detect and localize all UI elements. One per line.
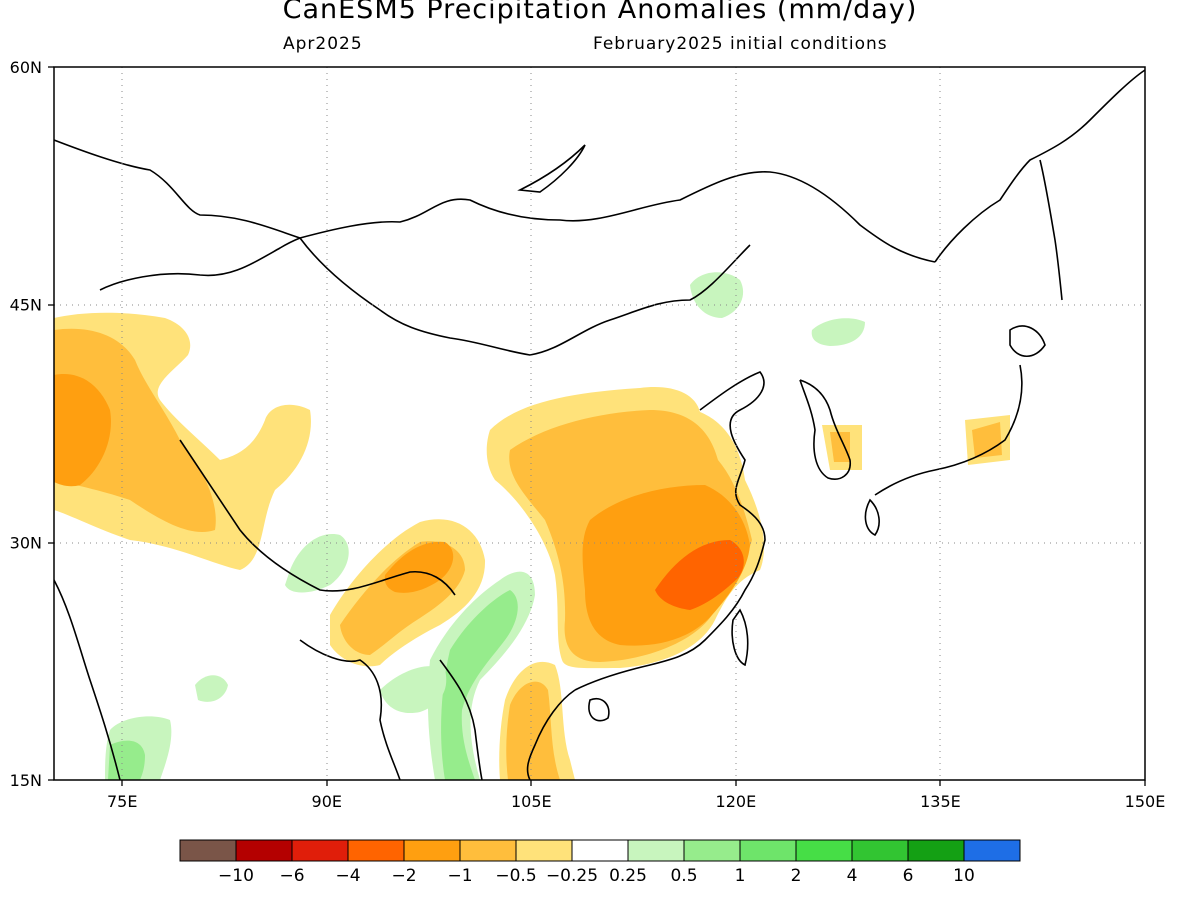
initial-conditions: February2025 initial conditions <box>593 34 888 54</box>
lon-tick-label: 75E <box>107 792 137 811</box>
northern-border <box>54 139 936 263</box>
map-grid <box>54 67 1145 780</box>
colorbar-label: −0.25 <box>546 866 598 886</box>
wet-region-india-central <box>195 675 228 702</box>
dry-region-west-core <box>54 374 111 487</box>
longitude-labels: 75E 90E 105E 120E 135E 150E <box>107 792 1165 811</box>
myanmar-thai-border <box>439 659 483 780</box>
colorbar-swatch <box>795 839 853 862</box>
china-coast <box>574 371 766 691</box>
colorbar-swatch <box>403 839 461 862</box>
lon-tick-label: 120E <box>716 792 757 811</box>
colorbar-swatch <box>459 839 517 862</box>
taiwan <box>731 608 749 667</box>
russia-pacific-coast <box>934 69 1145 263</box>
colorbar-label: 6 <box>903 866 914 886</box>
map-title: CanESM5 Precipitation Anomalies (mm/day) <box>282 0 918 25</box>
dry-region-korea-core <box>830 432 850 462</box>
colorbar-label: 2 <box>791 866 802 886</box>
colorbar-swatch <box>179 839 237 862</box>
bangladesh-coast <box>299 639 401 780</box>
colorbar-swatch <box>683 839 741 862</box>
colorbar-label: 4 <box>847 866 858 886</box>
sakhalin <box>1039 159 1063 301</box>
lon-tick-label: 135E <box>920 792 961 811</box>
lat-tick-label: 45N <box>10 296 42 315</box>
dry-region-west-mid <box>54 328 216 532</box>
lat-tick-label: 15N <box>10 771 42 790</box>
colorbar-swatch <box>739 839 797 862</box>
colorbar-labels: −10 −6 −4 −2 −1 −0.5 −0.25 0.25 0.5 1 2 4 6 10 <box>218 866 975 886</box>
colorbar-label: 10 <box>953 866 975 886</box>
lat-tick-label: 30N <box>10 533 42 552</box>
himalaya-border <box>179 439 456 596</box>
colorbar-swatch <box>235 839 293 862</box>
colorbar-swatch <box>291 839 349 862</box>
colorbar-label: −0.5 <box>495 866 536 886</box>
colorbar-label: 0.25 <box>609 866 647 886</box>
dry-region-indochina-mid <box>506 681 560 780</box>
dry-region-china-high <box>582 485 750 646</box>
wet-region-manchuria <box>690 272 744 318</box>
lat-tick-label: 60N <box>10 58 42 77</box>
colorbar <box>179 839 1021 862</box>
colorbar-label: −1 <box>447 866 472 886</box>
colorbar-label: 1 <box>735 866 746 886</box>
hainan <box>588 698 610 722</box>
wet-region-myanmar <box>380 666 447 714</box>
latitude-labels: 60N 45N 30N 15N <box>10 58 42 790</box>
korea-peninsula <box>799 379 851 480</box>
india-coast <box>54 579 121 780</box>
map-frame <box>53 66 1146 781</box>
indochina-coast <box>526 689 576 780</box>
axis-tick-marks <box>48 66 1146 786</box>
mongolia-south-border <box>299 237 751 356</box>
colorbar-label: −6 <box>279 866 304 886</box>
lon-tick-label: 90E <box>312 792 342 811</box>
wet-region-yunnan-mid <box>441 590 518 780</box>
wet-region-india-west-core <box>108 740 145 780</box>
japan-kyushu <box>864 498 880 537</box>
anomaly-shading <box>54 272 1010 780</box>
kazakh-border <box>99 237 301 291</box>
japan-hokkaido <box>1009 325 1046 358</box>
lon-tick-label: 150E <box>1125 792 1166 811</box>
dry-region-china-core <box>655 540 744 610</box>
colorbar-label: −2 <box>391 866 416 886</box>
colorbar-swatch <box>963 839 1021 862</box>
wet-region-nepal <box>285 534 349 593</box>
dry-region-japan-core <box>972 422 1002 458</box>
colorbar-swatch <box>571 839 629 862</box>
baikal <box>517 144 586 193</box>
lon-tick-label: 105E <box>511 792 552 811</box>
colorbar-label: −4 <box>335 866 360 886</box>
colorbar-swatch <box>851 839 909 862</box>
colorbar-label: −10 <box>218 866 254 886</box>
dry-region-himalaya-core <box>384 541 454 593</box>
colorbar-swatch <box>627 839 685 862</box>
forecast-month: Apr2025 <box>283 34 363 54</box>
coastlines-and-borders <box>54 69 1145 780</box>
colorbar-swatch <box>515 839 573 862</box>
japan-honshu <box>874 364 1023 496</box>
colorbar-label: 0.5 <box>670 866 697 886</box>
wet-region-korea-north <box>811 318 865 346</box>
colorbar-swatch <box>347 839 405 862</box>
colorbar-swatch <box>907 839 965 862</box>
